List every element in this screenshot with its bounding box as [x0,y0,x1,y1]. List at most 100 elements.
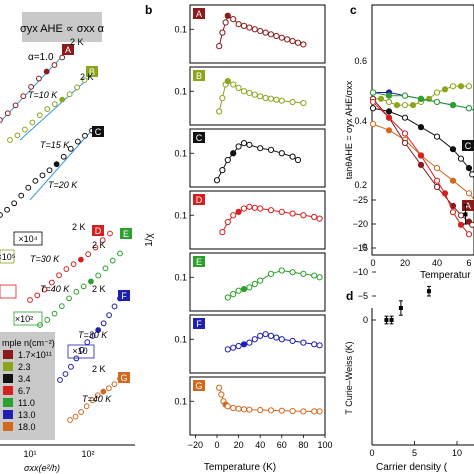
panel-a-tag-text-G: G [120,373,127,383]
fit-line-b [19,74,93,141]
panel-d-point [384,318,389,322]
panel-b-point-B [257,93,264,100]
legend-value-C: 3.4 [18,374,31,384]
panel-a-point-B [22,126,28,133]
panel-a-tag-text-C: C [95,127,102,137]
panel-a-point-E [80,283,87,290]
panel-c-point [385,98,393,106]
panel-a-point-E [102,265,109,272]
panel-b-ytick-label: 0.1 [174,210,187,220]
panel-a-point-B [51,101,58,108]
annotation-t15: T=15 K [40,140,70,150]
panel-b-point-E [257,277,264,284]
panel-b-point-B [262,94,269,102]
panel-b-point-B [300,99,307,107]
panel-c-point [457,155,465,162]
panel-d-ytick-label: −15 [353,243,368,253]
panel-d-xtick-label: 10 [452,448,462,458]
panel-a-point-A [0,117,3,123]
panel-b-xtick-label: 80 [298,440,308,450]
panel-a-tag-B [86,66,98,77]
panel-b-xlabel: Temperature (K) [204,462,276,473]
panel-b-point-A [294,39,302,46]
panel-b-point-B [267,95,275,102]
legend-swatch-A [3,350,13,359]
legend-value-F: 13.0 [18,410,36,420]
panel-a-point-G [72,413,79,420]
panel-c-point [449,177,457,184]
formula-text: σyx AHE ∝ σxx α [20,23,105,35]
panel-b-tag-text-D: D [196,195,203,205]
panel-b-point-B [289,98,296,106]
panel-c-tag-a [462,200,474,211]
panel-a-point-B [44,106,51,112]
panel-d-points [384,204,468,325]
panel-b-point-D [240,205,248,212]
panel-c-point [465,190,473,197]
panel-b-point-G [257,406,264,414]
panel-b-point-E [311,272,318,279]
panel-b-point-A [289,37,296,45]
panel-a-point-B [29,119,36,126]
panel-c: c tanθAHE = σyx AHE/σxx 0.6 0.4 0.2 0 0 … [344,3,474,281]
panel-a-point-A [12,102,19,109]
panel-b-point-A [267,31,275,38]
panel-a: σyx AHE ∝ σxx α α=1.0 A B C D E F G 2 K T=10 K… [0,12,135,473]
panel-b-point-D [257,205,264,212]
panel-c-point [433,165,441,172]
panel-c-frame [371,4,474,256]
panel-d-point [463,212,468,217]
panel-a-point-B [66,91,73,98]
panel-b-point-C [267,146,275,153]
annotation-2k-d: 2 K [72,222,86,232]
panel-a-point-C [39,172,46,179]
panel-c-point [465,165,473,172]
panel-c-point [369,105,377,112]
panel-c-tag-a-text: A [465,201,471,211]
panel-d-ytick-label: 0 [363,315,368,325]
panel-b-point-B [235,84,242,91]
panel-a-point-D [70,261,77,268]
annotation-t30: T=30 K [30,254,60,264]
panel-a-point-B [81,77,88,83]
panel-b-point-D [230,212,237,219]
panel-a-point-G [94,392,101,399]
panel-b-point-E [224,294,231,301]
panel-b-subplot-A [189,4,326,64]
panel-c-point [417,124,425,131]
panel-b-point-G [300,408,307,415]
panel-a-point-F [106,312,112,319]
panel-a-point-E [95,272,102,279]
panel-c-point [465,105,473,112]
panel-a-tag-text-A: A [65,45,71,55]
panel-b-xtick-label: −20 [188,440,203,450]
legend-value-A: 1.7×10¹¹ [18,350,52,360]
panel-b-point-A [240,22,248,29]
panel-b-point-D [224,218,231,226]
panel-b-point-D [251,204,258,211]
panel-c-ytick-1: 0.6 [354,56,367,66]
panel-c-point [401,130,409,137]
panel-b-point-F [267,332,275,339]
panel-b-point-C [246,141,253,148]
panel-a-point-F [89,333,96,339]
panel-d-xtick-label: 0 [369,448,374,458]
panel-b-point-G [240,406,248,413]
panel-a-point-E [117,250,123,257]
panel-c-tag-c-text: C [465,141,472,151]
panel-a-point-C [46,167,53,174]
panel-a-tag-E [120,228,132,239]
panel-b-point-C [235,143,242,150]
panel-a-point-C [53,161,60,168]
panel-b-point-C [224,156,231,164]
mult-box-4 [13,311,43,326]
panel-a-point-A [59,54,66,61]
panel-b-tag-E [193,256,205,267]
panel-b-point-F [224,346,231,353]
panel-b-point-B [219,94,226,102]
panel-b-point-D [278,208,285,215]
panel-c-ytick-4: 0 [362,242,367,252]
panel-b-point-A [216,43,223,50]
legend-swatch-C [3,374,13,383]
